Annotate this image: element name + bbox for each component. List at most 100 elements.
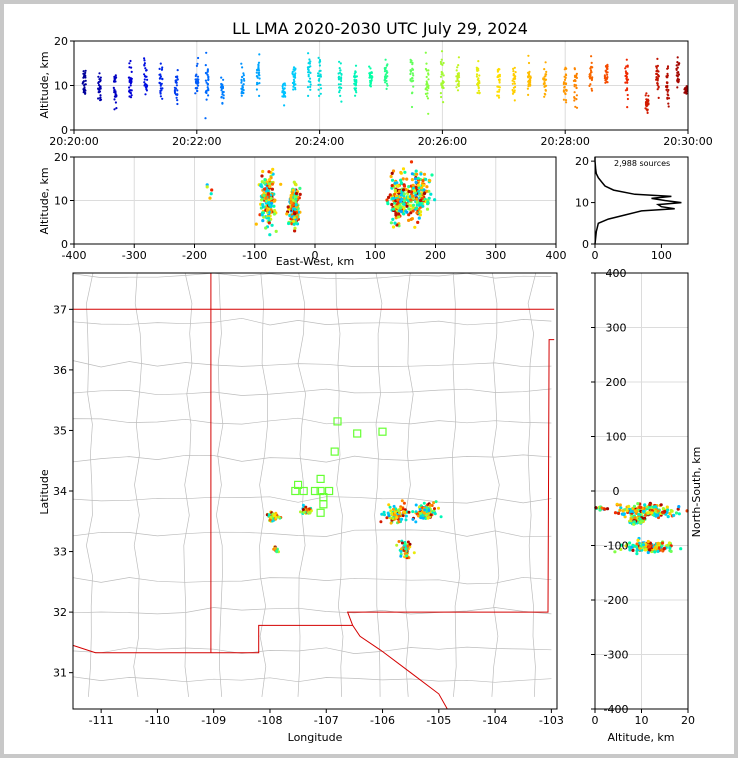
time-altitude-point: [512, 77, 515, 80]
time-altitude-point: [309, 88, 312, 91]
time-altitude-point: [589, 77, 592, 80]
time-altitude-point: [369, 82, 372, 85]
plan-view-point: [422, 501, 426, 505]
time-altitude-point: [240, 81, 243, 84]
time-altitude-point: [574, 105, 577, 108]
time-altitude-point: [513, 74, 516, 77]
time-altitude-point: [676, 66, 679, 69]
time-altitude-point: [425, 62, 428, 65]
time-altitude-point: [354, 94, 357, 97]
north-south-point: [638, 521, 642, 525]
time-altitude-point: [410, 105, 414, 109]
time-altitude-point: [439, 92, 442, 95]
plan-view-point: [399, 550, 403, 553]
time-altitude-point: [606, 71, 609, 74]
time-altitude-point: [545, 70, 548, 73]
east-west-point: [267, 221, 271, 225]
east-west-point: [415, 200, 419, 204]
time-altitude-point: [194, 87, 197, 90]
north-south-point: [653, 546, 657, 550]
north-south-point: [674, 511, 679, 515]
time-altitude-point: [425, 95, 429, 98]
time-altitude-point: [385, 87, 388, 90]
time-altitude-point: [513, 80, 516, 83]
north-south-point: [613, 511, 618, 515]
plan-view-point: [387, 503, 391, 507]
time-altitude-point: [528, 82, 531, 85]
east-west-point: [292, 222, 296, 226]
time-altitude-point: [457, 64, 460, 67]
time-altitude-point: [604, 78, 607, 81]
time-altitude-point: [113, 78, 116, 81]
time-altitude-point: [575, 94, 579, 97]
time-altitude-point: [176, 102, 179, 106]
east-west-point: [263, 187, 267, 191]
east-west-point: [407, 213, 411, 217]
time-altitude-point: [319, 83, 322, 86]
east-west-point: [409, 160, 414, 164]
time-altitude-point: [588, 84, 591, 87]
time-altitude-point: [222, 94, 225, 97]
time-altitude-point: [319, 92, 322, 95]
time-altitude-point: [292, 68, 295, 71]
plan-view-point: [308, 511, 312, 515]
time-altitude-point: [128, 62, 131, 65]
east-west-point: [401, 177, 405, 181]
east-west-point: [286, 205, 290, 209]
time-altitude-point: [98, 78, 101, 81]
time-altitude-point: [258, 94, 261, 97]
time-altitude-point: [645, 98, 648, 101]
east-west-point: [391, 225, 396, 229]
time-altitude-point: [624, 67, 627, 70]
plan-view-point: [422, 511, 426, 515]
time-altitude-point: [384, 58, 387, 61]
time-altitude-point: [543, 95, 546, 98]
east-west-point: [422, 183, 426, 187]
time-altitude-point: [604, 81, 607, 84]
east-west-point: [396, 198, 400, 202]
time-altitude-point: [528, 70, 531, 73]
north-south-point: [648, 544, 652, 548]
time-altitude-point: [240, 62, 243, 65]
time-altitude-ylabel: Altitude, km: [38, 51, 51, 118]
plan-view-point: [402, 510, 406, 514]
east-west-point: [411, 203, 416, 207]
plan-view-point: [424, 517, 428, 520]
time-altitude-point: [338, 67, 341, 70]
north-south-xaxis-tick-label: 10: [635, 714, 649, 727]
time-altitude-point: [657, 86, 660, 89]
time-altitude-point: [206, 70, 209, 73]
time-altitude-point: [475, 73, 479, 76]
time-altitude-point: [477, 77, 480, 80]
time-altitude-point: [543, 85, 546, 88]
longitude-axis-tick-label: -107: [314, 714, 339, 727]
plan-view-point: [401, 514, 405, 518]
time-altitude-point: [308, 77, 312, 80]
lma-station-marker: [325, 486, 334, 496]
north-south-point: [632, 544, 637, 548]
plan-view-point: [392, 504, 396, 508]
longitude-axis-tick-label: -105: [426, 714, 451, 727]
latitude-axis-tick-label: 37: [53, 303, 67, 316]
north-south-point: [669, 549, 673, 554]
east-west-point: [419, 198, 423, 203]
east-west-point: [389, 221, 393, 225]
time-altitude-point: [319, 87, 323, 90]
histogram-frame: [594, 156, 689, 245]
time-altitude-point: [82, 80, 85, 83]
time-altitude-point: [665, 85, 668, 88]
time-altitude-point: [319, 73, 322, 76]
east-west-point: [410, 178, 414, 182]
time-altitude-point: [317, 72, 320, 75]
north-south-point: [662, 547, 666, 551]
east-west-point: [273, 198, 277, 202]
time-altitude-point: [573, 97, 576, 100]
north-south-xaxis-tick-label: 0: [592, 714, 599, 727]
latitude-axis-tick-label: 31: [53, 667, 67, 680]
north-south-point: [665, 505, 669, 509]
east-west-point: [270, 182, 274, 186]
time-axis-tick-label: 20:28:00: [540, 135, 589, 148]
plan-view-point: [403, 542, 407, 546]
time-altitude-point: [656, 64, 660, 67]
time-altitude-point: [129, 82, 132, 85]
